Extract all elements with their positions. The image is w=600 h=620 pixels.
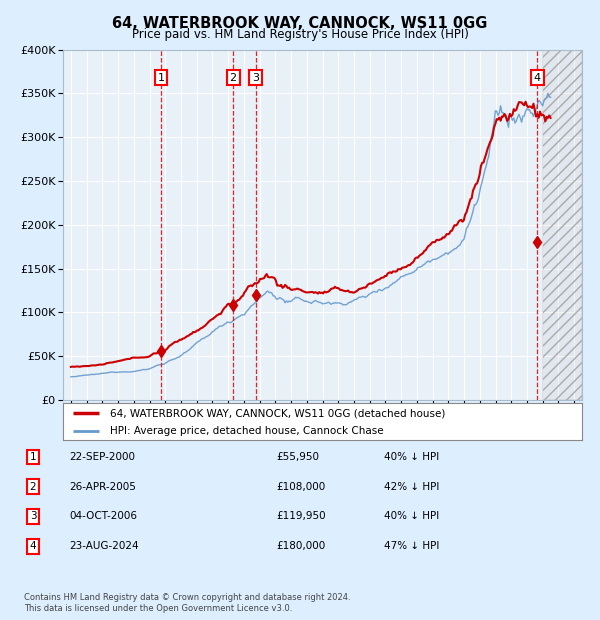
Text: 64, WATERBROOK WAY, CANNOCK, WS11 0GG: 64, WATERBROOK WAY, CANNOCK, WS11 0GG (112, 16, 488, 30)
Text: Contains HM Land Registry data © Crown copyright and database right 2024.
This d: Contains HM Land Registry data © Crown c… (24, 593, 350, 613)
Text: 2: 2 (29, 482, 37, 492)
Text: £108,000: £108,000 (276, 482, 325, 492)
Text: 3: 3 (29, 512, 37, 521)
Text: HPI: Average price, detached house, Cannock Chase: HPI: Average price, detached house, Cann… (110, 426, 383, 436)
Text: 22-SEP-2000: 22-SEP-2000 (69, 452, 135, 462)
Text: 40% ↓ HPI: 40% ↓ HPI (384, 452, 439, 462)
Text: £180,000: £180,000 (276, 541, 325, 551)
Text: 47% ↓ HPI: 47% ↓ HPI (384, 541, 439, 551)
Text: 3: 3 (252, 73, 259, 82)
Text: 2: 2 (230, 73, 237, 82)
Text: 42% ↓ HPI: 42% ↓ HPI (384, 482, 439, 492)
Bar (542, 50, 582, 400)
Text: £119,950: £119,950 (276, 512, 326, 521)
Bar (542, 50, 582, 400)
Text: 4: 4 (29, 541, 37, 551)
Text: 1: 1 (157, 73, 164, 82)
Text: 40% ↓ HPI: 40% ↓ HPI (384, 512, 439, 521)
Text: 23-AUG-2024: 23-AUG-2024 (69, 541, 139, 551)
Text: 64, WATERBROOK WAY, CANNOCK, WS11 0GG (detached house): 64, WATERBROOK WAY, CANNOCK, WS11 0GG (d… (110, 409, 445, 419)
Text: 1: 1 (29, 452, 37, 462)
Text: 04-OCT-2006: 04-OCT-2006 (69, 512, 137, 521)
Text: 4: 4 (533, 73, 541, 82)
Text: £55,950: £55,950 (276, 452, 319, 462)
Text: 26-APR-2005: 26-APR-2005 (69, 482, 136, 492)
Text: Price paid vs. HM Land Registry's House Price Index (HPI): Price paid vs. HM Land Registry's House … (131, 28, 469, 41)
